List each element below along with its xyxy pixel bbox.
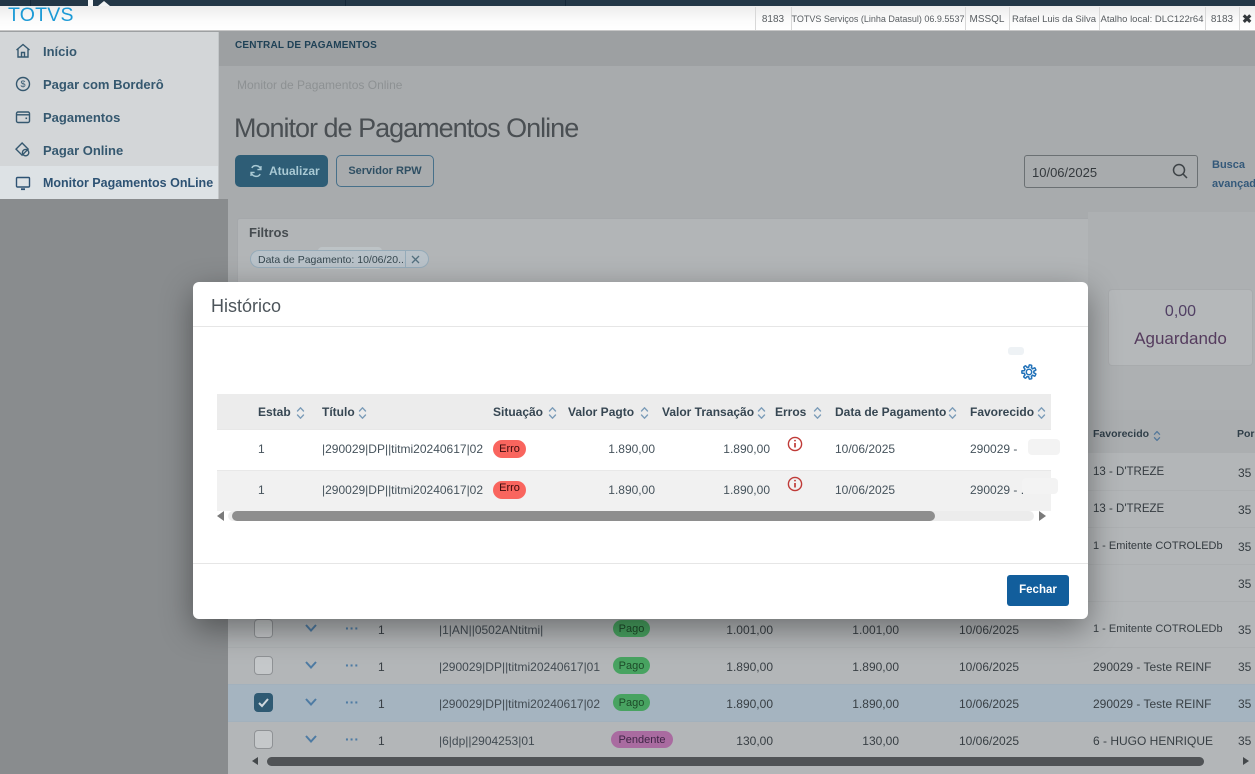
svg-text:$: $	[20, 79, 25, 89]
